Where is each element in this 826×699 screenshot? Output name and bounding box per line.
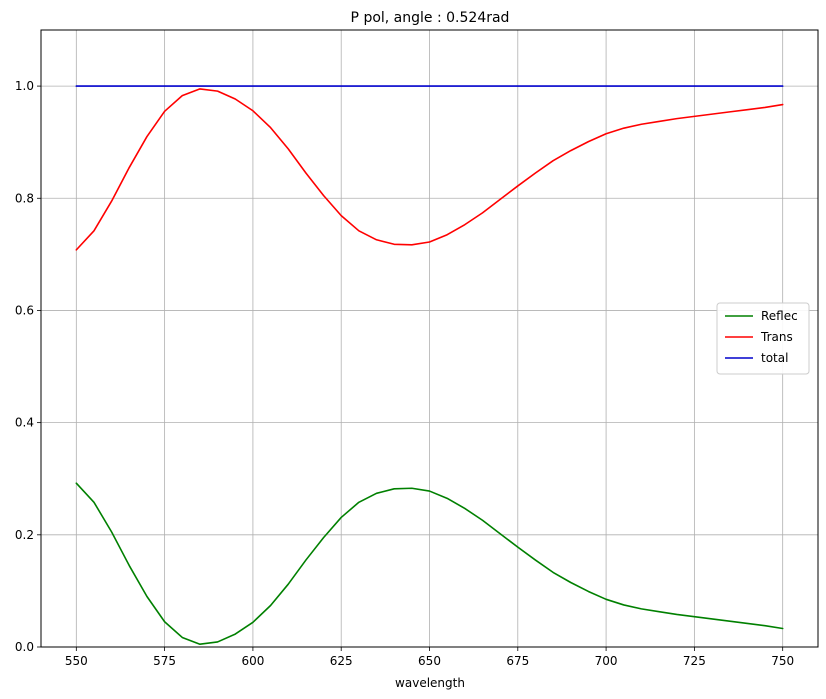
x-tick-label: 600: [241, 654, 264, 668]
y-tick-label: 0.4: [15, 416, 34, 430]
y-tick-label: 0.8: [15, 191, 34, 205]
y-tick-label: 0.2: [15, 528, 34, 542]
y-tick-label: 0.0: [15, 640, 34, 654]
y-tick-label: 1.0: [15, 79, 34, 93]
y-tick-label: 0.6: [15, 303, 34, 317]
x-tick-label: 700: [595, 654, 618, 668]
legend-label-reflec: Reflec: [761, 309, 798, 323]
legend-box: [716, 302, 810, 375]
x-tick-label: 625: [330, 654, 353, 668]
x-tick-label: 750: [771, 654, 794, 668]
legend-label-total: total: [761, 351, 788, 365]
x-tick-label: 575: [153, 654, 176, 668]
x-tick-label: 650: [418, 654, 441, 668]
grid: [41, 30, 818, 648]
x-tick-label: 550: [65, 654, 88, 668]
series-line-trans: [75, 88, 784, 251]
x-axis-label: wavelength: [395, 676, 465, 690]
x-tick-label: 725: [683, 654, 706, 668]
axis-ticks: 550 575 600 625 650 675 700 725 750 0.0 0.2 0.4 0.6 0…: [15, 79, 794, 668]
legend-label-trans: Trans: [760, 330, 793, 344]
series-line-reflec: [75, 482, 784, 646]
series-lines: [75, 85, 784, 646]
legend: Reflec Trans total: [716, 302, 810, 375]
x-tick-label: 675: [506, 654, 529, 668]
chart-title: P pol, angle : 0.524rad: [351, 10, 510, 26]
